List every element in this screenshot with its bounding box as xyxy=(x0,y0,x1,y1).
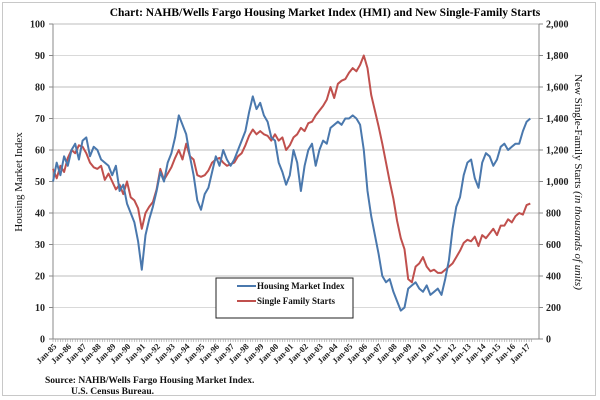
left-axis-title: Housing Market Index xyxy=(13,132,25,232)
left-tick-label: 100 xyxy=(30,20,45,31)
series-line-housing-market-index xyxy=(52,95,531,312)
legend-box xyxy=(215,277,354,319)
legend-label-hmi: Housing Market Index xyxy=(257,281,345,291)
right-axis-ticks: 0 200 400 600 800 1,000 1,200 1,400 1,600 1,800 2,… xyxy=(539,20,569,346)
source-line-2: U.S. Census Bureau. xyxy=(71,387,154,397)
right-tick-label: 1,000 xyxy=(546,177,569,188)
right-tick-label: 1,800 xyxy=(546,51,569,62)
legend-label-starts: Single Family Starts xyxy=(257,296,335,306)
right-tick-label: 200 xyxy=(546,303,561,314)
right-axis-title-units: (in thousands of units) xyxy=(572,191,584,290)
gridlines xyxy=(53,23,539,340)
left-tick-label: 60 xyxy=(35,146,45,157)
right-tick-label: 1,600 xyxy=(546,83,569,94)
right-tick-label: 1,200 xyxy=(546,146,569,157)
left-tick-label: 20 xyxy=(35,272,45,283)
series-group xyxy=(52,54,531,312)
left-tick-label: 30 xyxy=(35,240,45,251)
right-tick-label: 1,400 xyxy=(546,114,569,125)
right-tick-label: 600 xyxy=(546,240,561,251)
left-tick-label: 70 xyxy=(35,114,45,125)
x-axis-ticks xyxy=(52,339,532,342)
legend: Housing Market Index Single Family Start… xyxy=(215,277,354,319)
left-tick-label: 10 xyxy=(35,303,45,314)
left-tick-label: 50 xyxy=(35,177,45,188)
right-tick-label: 800 xyxy=(546,209,561,220)
right-axis-title-main: New Single-Family Starts xyxy=(572,74,584,191)
chart-frame xyxy=(2,2,596,396)
left-tick-label: 80 xyxy=(35,83,45,94)
x-axis-labels: Jan-85Jan-86Jan-87Jan-88Jan-89Jan-90Jan-… xyxy=(34,341,533,366)
series-line-single-family-starts xyxy=(52,54,531,284)
right-axis-title: New Single-Family Starts (in thousands o… xyxy=(572,74,584,290)
chart-title: Chart: NAHB/Wells Fargo Housing Market I… xyxy=(110,7,541,19)
source-line-1: Source: NAHB/Wells Fargo Housing Market … xyxy=(45,376,255,386)
source-note: Source: NAHB/Wells Fargo Housing Market … xyxy=(45,376,254,398)
left-axis-ticks: 0 10 20 30 40 50 60 70 80 90 100 xyxy=(30,20,53,346)
right-tick-label: 0 xyxy=(546,335,551,346)
left-tick-label: 40 xyxy=(35,209,45,220)
right-tick-label: 2,000 xyxy=(546,20,569,31)
left-tick-label: 0 xyxy=(40,335,45,346)
left-tick-label: 90 xyxy=(35,51,45,62)
right-tick-label: 400 xyxy=(546,272,561,283)
